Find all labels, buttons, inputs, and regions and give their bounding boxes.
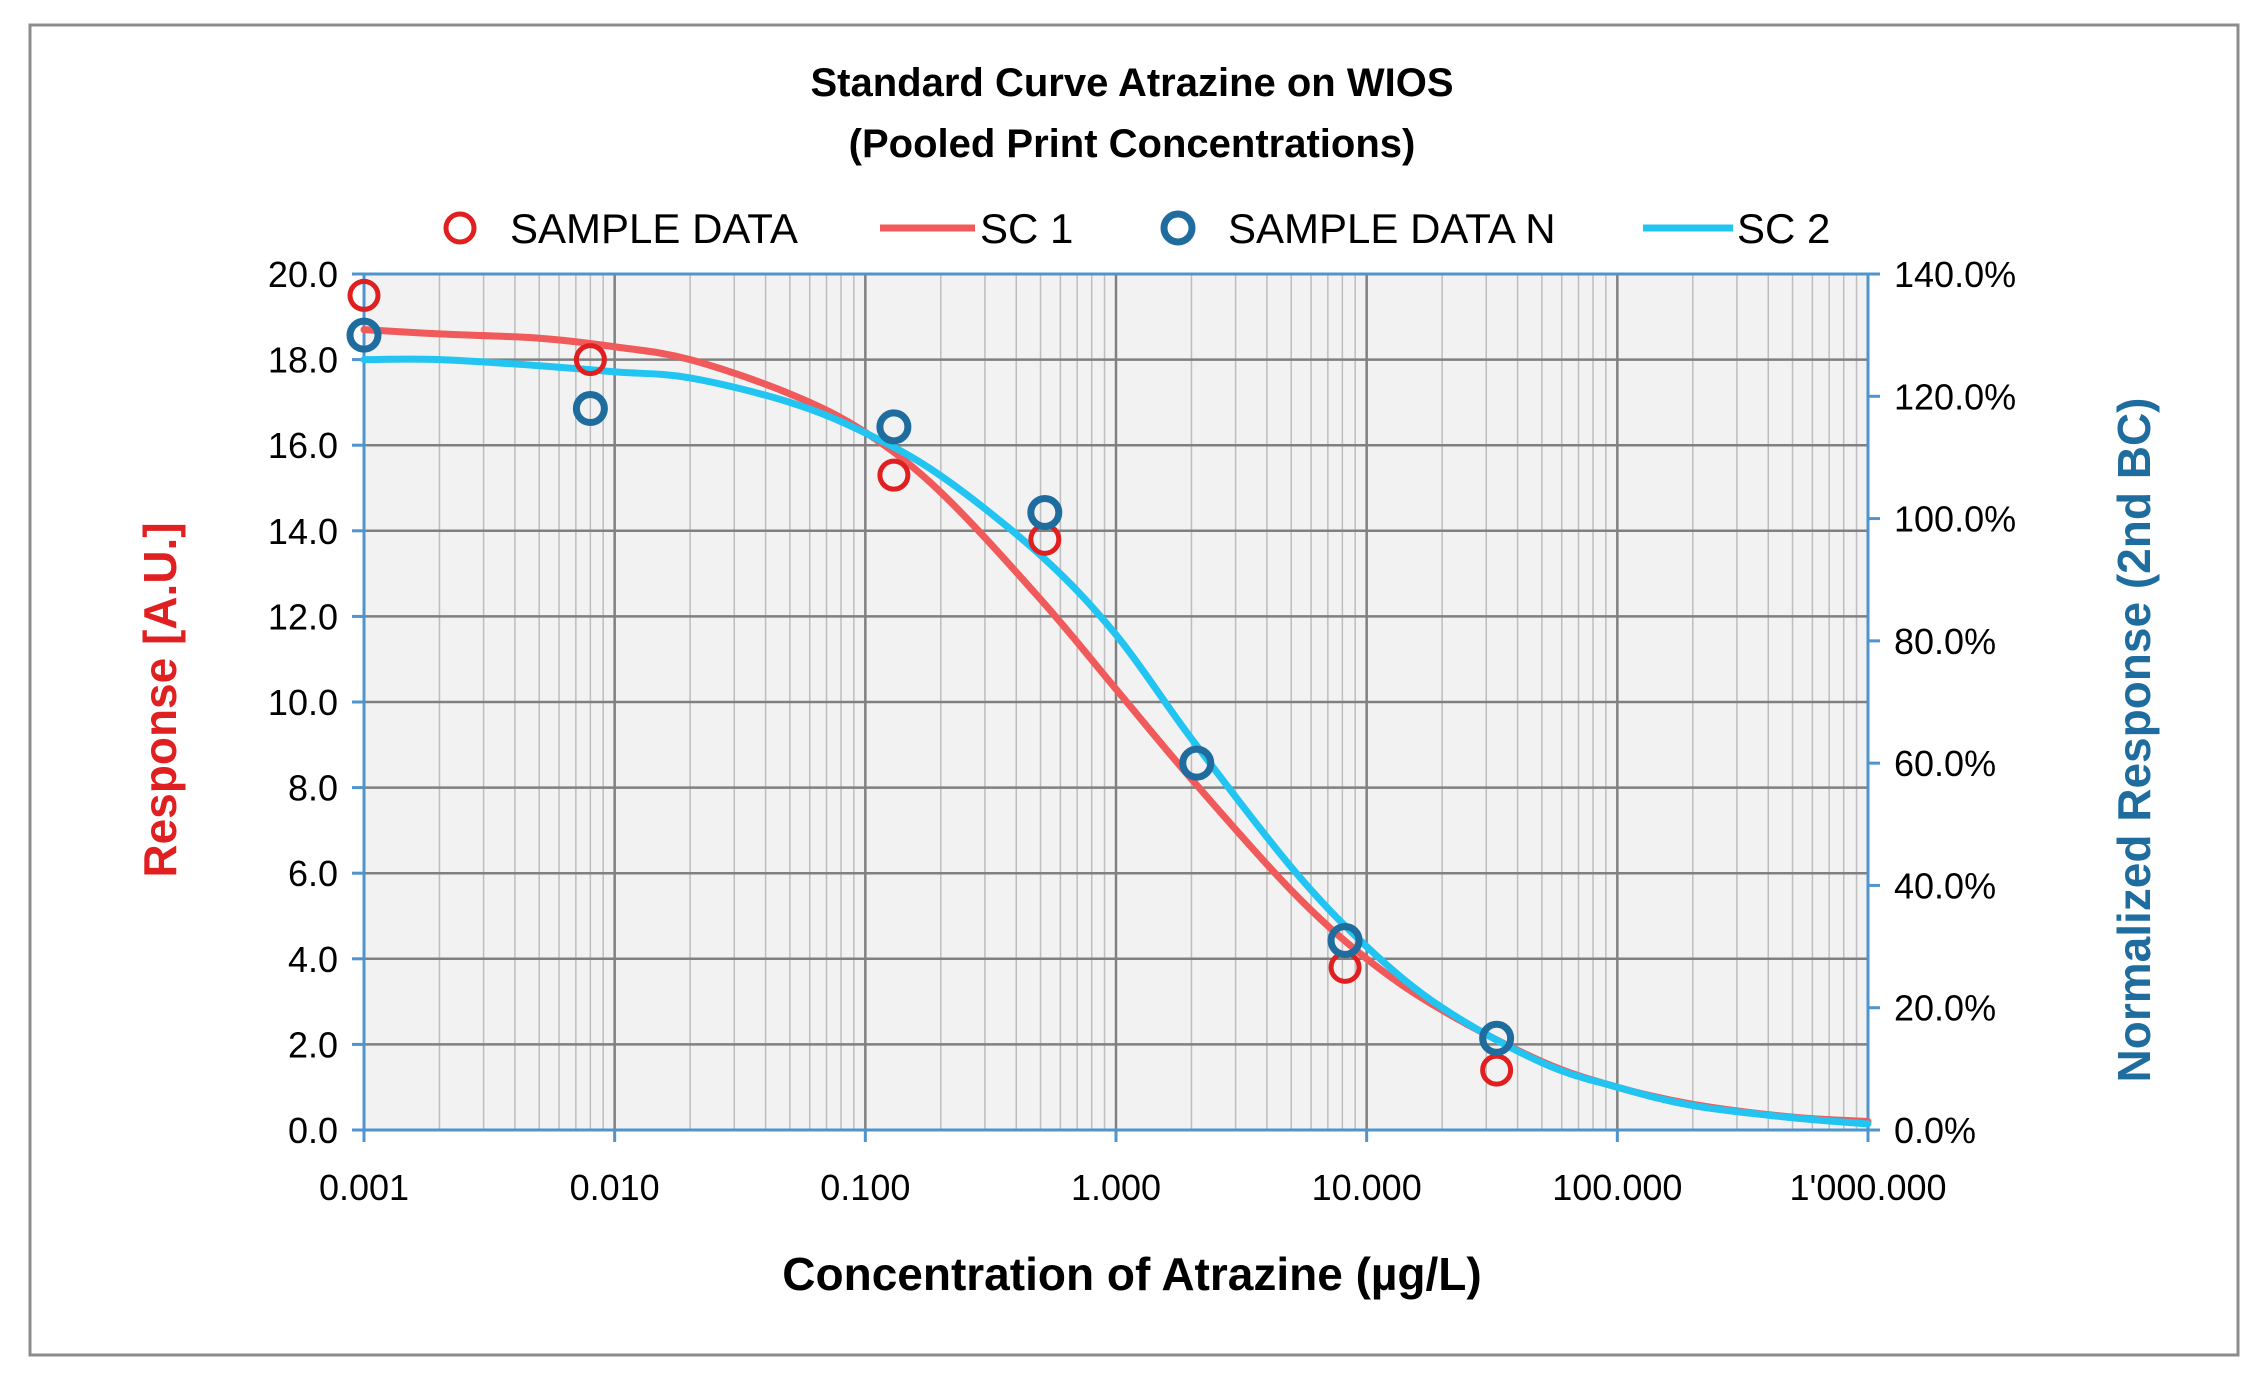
x-tick-label: 1'000.000 [1789, 1167, 1946, 1208]
data-point-sample-data-n [1327, 922, 1363, 958]
legend-label-sample-data: SAMPLE DATA [510, 205, 798, 252]
data-point-sample-data [573, 343, 607, 377]
data-point-sample-data [1480, 1053, 1514, 1087]
x-tick-label: 1.000 [1071, 1167, 1161, 1208]
y2-tick-label: 40.0% [1894, 865, 1996, 906]
data-point-sample-data [347, 278, 381, 312]
y2-tick-label: 100.0% [1894, 499, 2016, 540]
chart-subtitle: (Pooled Print Concentrations) [849, 122, 1416, 166]
y2-tick-label: 80.0% [1894, 621, 1996, 662]
y-tick-label: 12.0 [268, 596, 338, 637]
chart-title: Standard Curve Atrazine on WIOS [810, 61, 1453, 105]
data-point-sample-data-n [1479, 1020, 1515, 1056]
data-point-sample-data-n [1027, 494, 1063, 530]
x-tick-label: 0.100 [820, 1167, 910, 1208]
y-tick-label: 6.0 [288, 853, 338, 894]
series-line-sc-2 [360, 355, 1872, 1128]
x-tick-label: 10.000 [1312, 1167, 1422, 1208]
x-axis-label: Concentration of Atrazine (µg/L) [782, 1248, 1481, 1300]
x-tick-label: 0.010 [570, 1167, 660, 1208]
legend-label-sample-data-n: SAMPLE DATA N [1228, 205, 1556, 252]
y2-tick-label: 20.0% [1894, 988, 1996, 1029]
y2-axis-label: Normalized Response (2nd BC) [2108, 398, 2160, 1083]
x-tick-label: 0.001 [319, 1167, 409, 1208]
x-tick-label: 100.000 [1552, 1167, 1682, 1208]
y-tick-label: 14.0 [268, 511, 338, 552]
legend: SAMPLE DATA SC 1 SAMPLE DATA N SC 2 [443, 205, 1830, 252]
data-point-sample-data-n [1179, 745, 1215, 781]
y-tick-label: 20.0 [268, 254, 338, 295]
y-tick-label: 8.0 [288, 768, 338, 809]
data-point-sample-data-n [876, 409, 912, 445]
y2-tick-label: 0.0% [1894, 1110, 1976, 1151]
y2-tick-label: 120.0% [1894, 376, 2016, 417]
legend-marker-sample-data [443, 211, 477, 245]
data-point-sample-data [877, 458, 911, 492]
y-tick-label: 2.0 [288, 1024, 338, 1065]
y-tick-label: 18.0 [268, 340, 338, 381]
legend-label-sc-2: SC 2 [1737, 205, 1830, 252]
legend-label-sc-1: SC 1 [980, 205, 1073, 252]
y2-tick-label: 140.0% [1894, 254, 2016, 295]
legend-marker-sample-data-n [1160, 210, 1196, 246]
y-tick-label: 4.0 [288, 939, 338, 980]
y-tick-label: 0.0 [288, 1110, 338, 1151]
y-axis-label: Response [A.U.] [134, 522, 186, 877]
y-tick-label: 16.0 [268, 425, 338, 466]
plot-area: 0.001 0.010 0.100 1.000 10.000 100.000 1'000.0… [268, 254, 2016, 1208]
y2-tick-label: 60.0% [1894, 743, 1996, 784]
data-point-sample-data-n [346, 317, 382, 353]
data-point-sample-data-n [572, 391, 608, 427]
y-tick-label: 10.0 [268, 682, 338, 723]
